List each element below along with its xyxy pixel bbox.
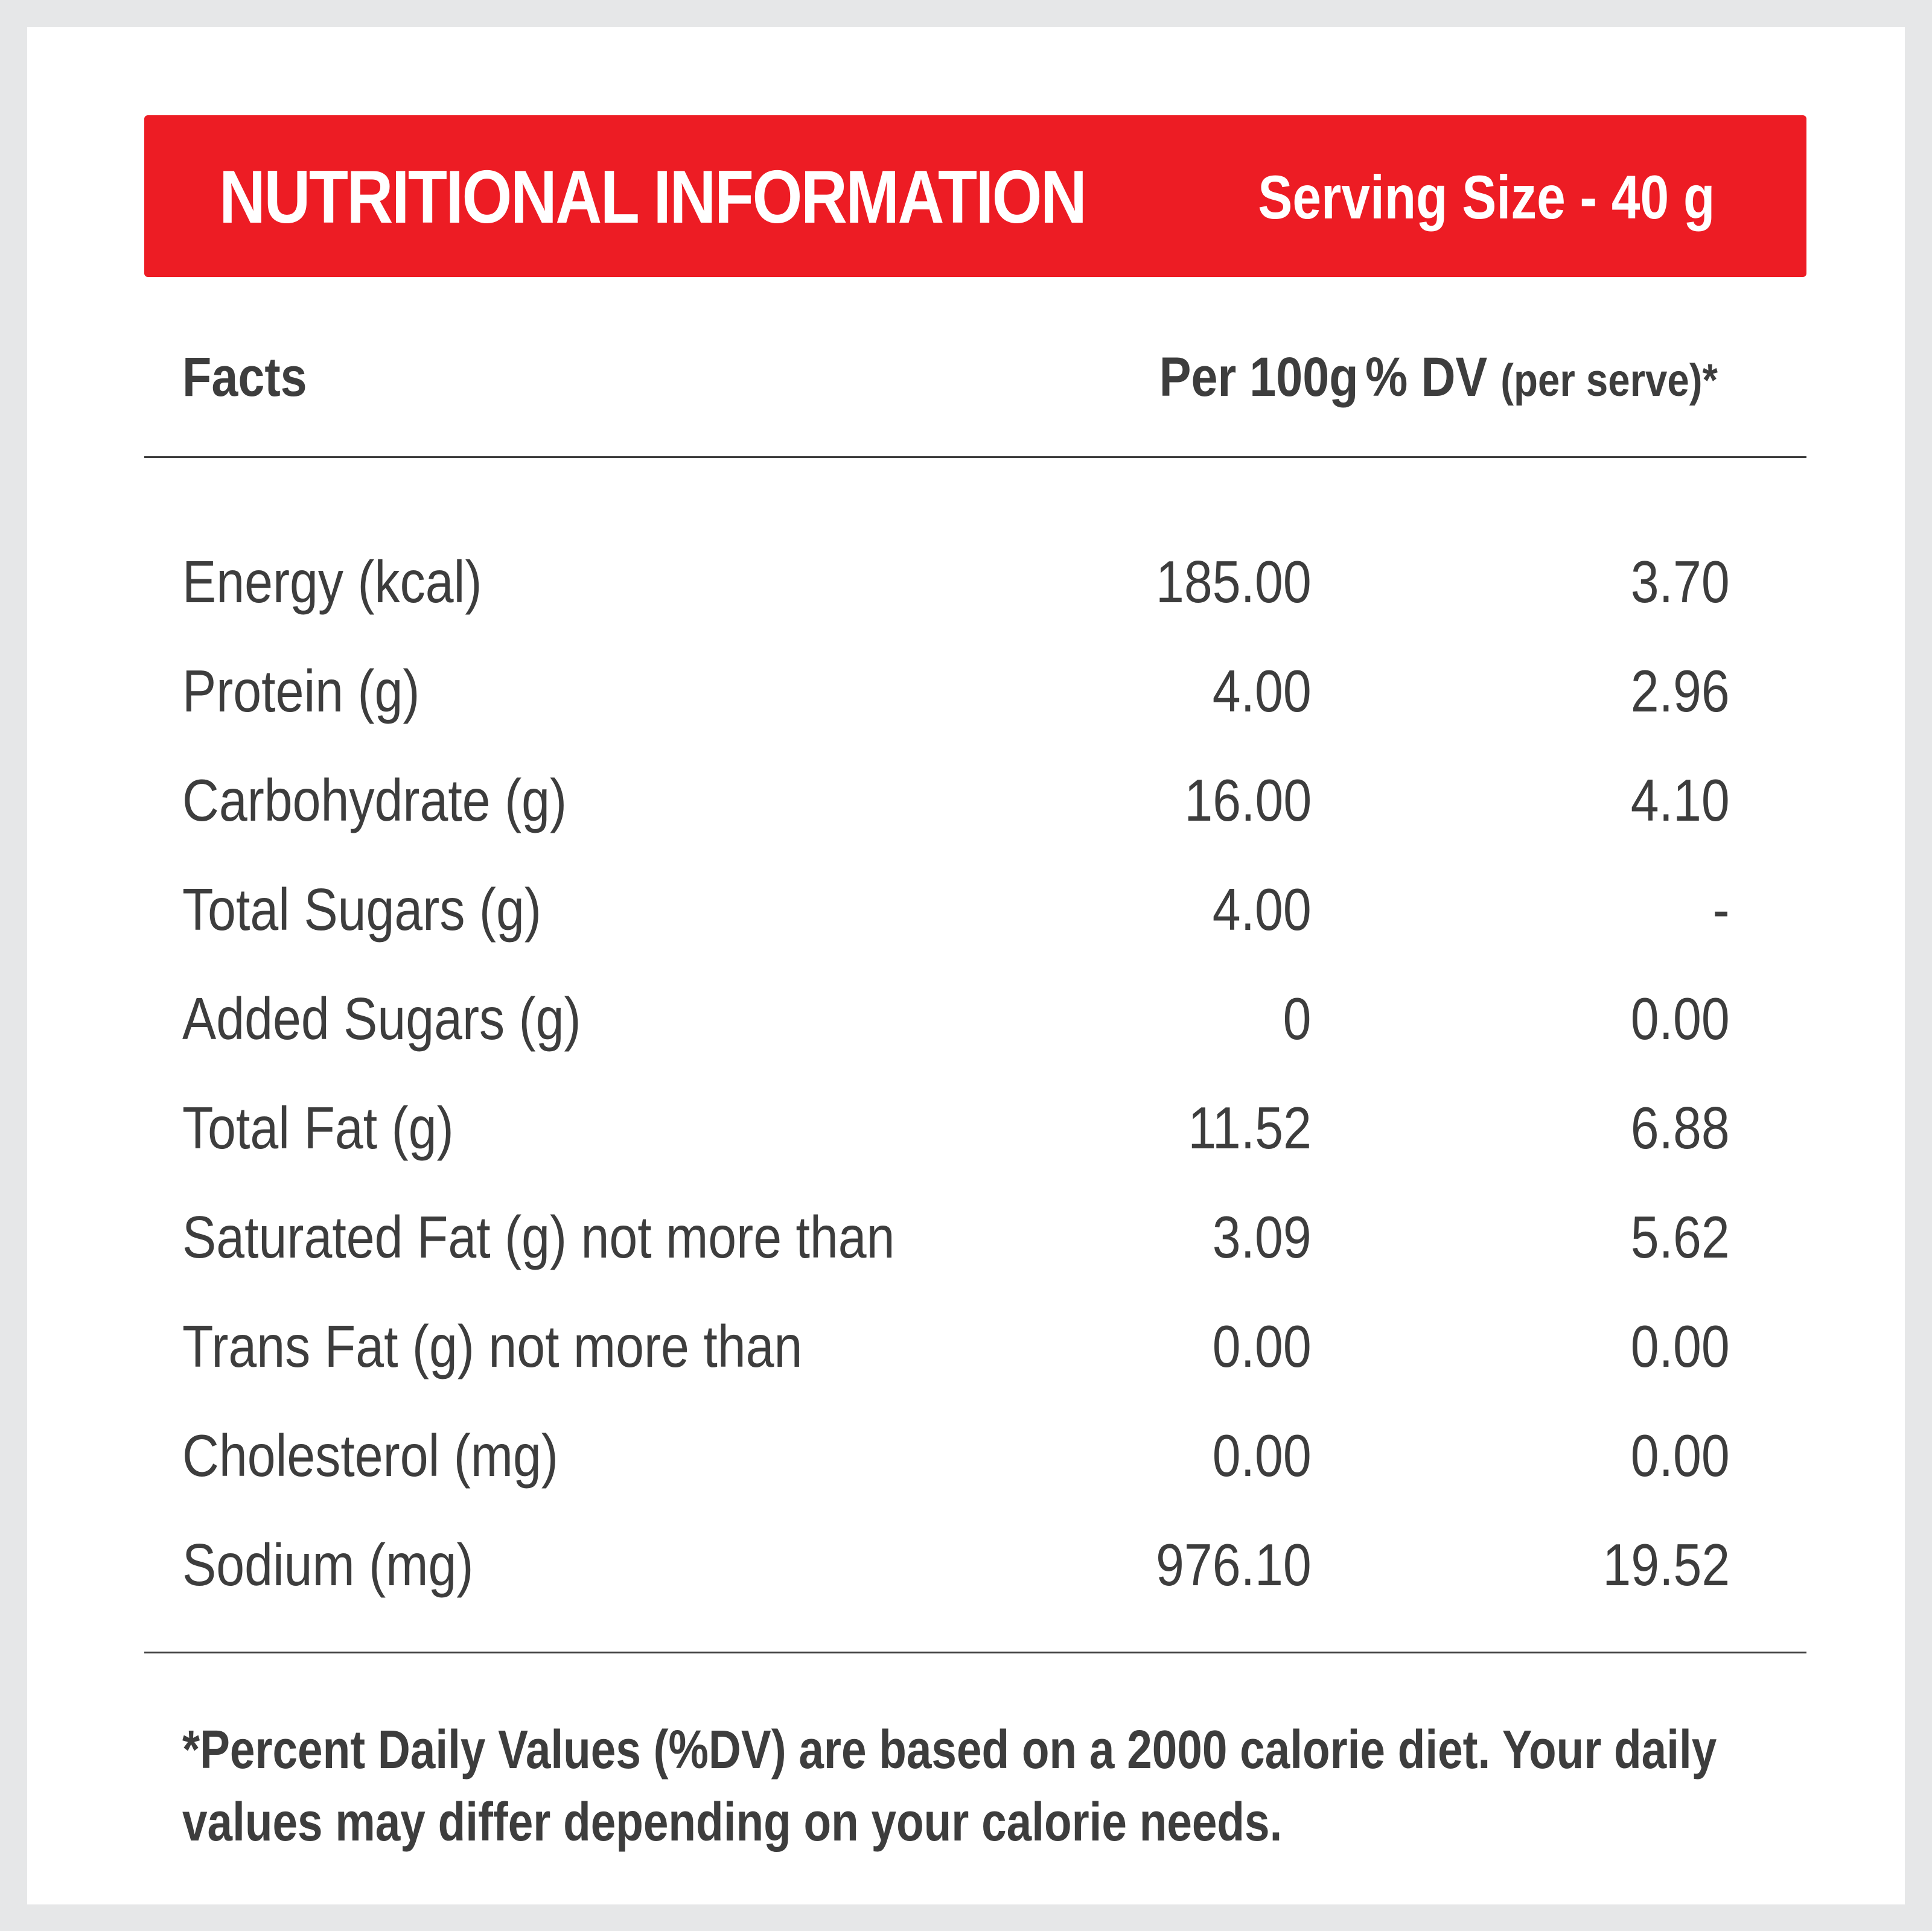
header-divider <box>144 456 1806 458</box>
dv-value: 0.00 <box>1630 985 1730 1052</box>
nutrient-name: Carbohydrate (g) <box>182 767 567 833</box>
table-row: Carbohydrate (g) 16.00 4.10 <box>27 746 1905 855</box>
per-100g-value: 0 <box>1283 985 1312 1052</box>
per-100g-value: 4.00 <box>1212 876 1312 943</box>
table-row: Energy (kcal) 185.00 3.70 <box>27 527 1905 637</box>
dv-value: 2.96 <box>1630 658 1730 724</box>
dv-value: 0.00 <box>1630 1422 1730 1489</box>
table-row: Cholesterol (mg) 0.00 0.00 <box>27 1401 1905 1510</box>
per-100g-value: 11.52 <box>1188 1095 1312 1161</box>
per-100g-value: 976.10 <box>1156 1532 1312 1598</box>
footnote-line: values may differ depending on your calo… <box>182 1792 1283 1853</box>
dv-value: 3.70 <box>1630 549 1730 615</box>
column-header-dv-note: (per serve)* <box>1500 355 1718 406</box>
nutrient-name: Sodium (mg) <box>182 1532 474 1598</box>
page-title: NUTRITIONAL INFORMATION <box>219 156 1087 239</box>
column-header-dv-main: % DV <box>1365 346 1488 408</box>
footnote: *Percent Daily Values (%DV) are based on… <box>182 1714 1825 1859</box>
nutrient-name: Total Sugars (g) <box>182 876 541 943</box>
column-header-dv: % DV (per serve)* <box>1365 347 1718 411</box>
per-100g-value: 0.00 <box>1212 1313 1312 1379</box>
table-row: Added Sugars (g) 0 0.00 <box>27 964 1905 1074</box>
table-row: Protein (g) 4.00 2.96 <box>27 637 1905 746</box>
nutrient-name: Energy (kcal) <box>182 549 482 615</box>
per-100g-value: 4.00 <box>1212 658 1312 724</box>
per-100g-value: 185.00 <box>1156 549 1312 615</box>
nutrient-name: Total Fat (g) <box>182 1095 454 1161</box>
column-header-facts: Facts <box>182 346 307 408</box>
table-row: Total Fat (g) 11.52 6.88 <box>27 1074 1905 1183</box>
dv-value: 19.52 <box>1602 1532 1730 1598</box>
per-100g-value: 0.00 <box>1212 1422 1312 1489</box>
nutrient-name: Trans Fat (g) not more than <box>182 1313 803 1379</box>
dv-value: 4.10 <box>1630 767 1730 833</box>
column-header-per-100g: Per 100g <box>1159 346 1359 408</box>
per-100g-value: 3.09 <box>1212 1204 1312 1270</box>
nutrient-name: Added Sugars (g) <box>182 985 581 1052</box>
footer-divider <box>144 1652 1806 1653</box>
serving-size: Serving Size - 40 g <box>1257 163 1715 232</box>
table-row: Saturated Fat (g) not more than 3.09 5.6… <box>27 1183 1905 1292</box>
footnote-line: *Percent Daily Values (%DV) are based on… <box>182 1720 1717 1780</box>
dv-value: 5.62 <box>1630 1204 1730 1270</box>
table-row: Sodium (mg) 976.10 19.52 <box>27 1510 1905 1620</box>
nutrient-name: Saturated Fat (g) not more than <box>182 1204 895 1270</box>
title-banner: NUTRITIONAL INFORMATION Serving Size - 4… <box>144 115 1806 277</box>
table-row: Total Sugars (g) 4.00 - <box>27 855 1905 964</box>
table-row: Trans Fat (g) not more than 0.00 0.00 <box>27 1292 1905 1401</box>
nutrient-name: Cholesterol (mg) <box>182 1422 558 1489</box>
dv-value: - <box>1712 876 1730 943</box>
nutrient-name: Protein (g) <box>182 658 420 724</box>
per-100g-value: 16.00 <box>1184 767 1312 833</box>
nutrition-card: NUTRITIONAL INFORMATION Serving Size - 4… <box>27 27 1905 1904</box>
dv-value: 0.00 <box>1630 1313 1730 1379</box>
dv-value: 6.88 <box>1630 1095 1730 1161</box>
